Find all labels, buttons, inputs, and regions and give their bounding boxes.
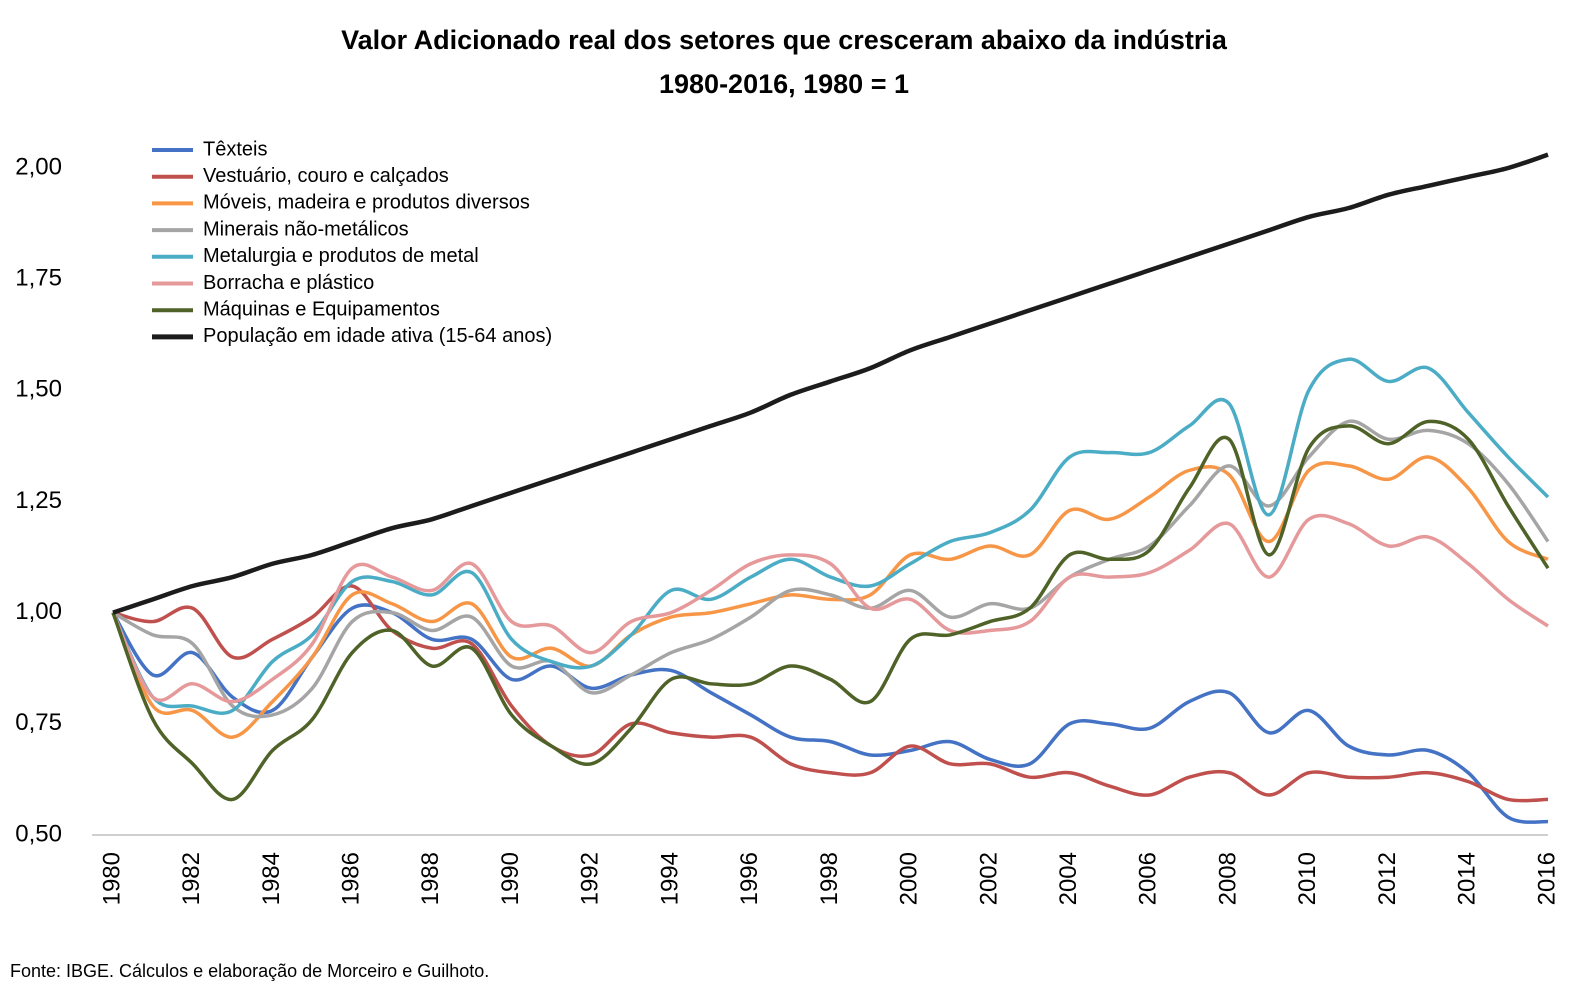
legend-label: Móveis, madeira e produtos diversos: [203, 192, 530, 214]
chart-subtitle: 1980-2016, 1980 = 1: [659, 69, 909, 99]
x-tick-label: 2002: [975, 852, 1002, 905]
y-tick-label: 1,00: [15, 598, 62, 625]
legend-label: Metalurgia e produtos de metal: [203, 245, 479, 267]
x-tick-label: 2012: [1374, 852, 1401, 905]
x-tick-label: 2000: [896, 852, 923, 905]
x-tick-label: 2006: [1135, 852, 1162, 905]
series-line: [111, 357, 1550, 715]
x-tick-label: 1992: [577, 852, 604, 905]
legend-label: População em idade ativa (15-64 anos): [203, 325, 552, 347]
legend-label: Borracha e plástico: [203, 272, 374, 294]
x-tick-label: 2010: [1294, 852, 1321, 905]
legend-label: Vestuário, couro e calçados: [203, 165, 449, 187]
y-tick-label: 0,50: [15, 820, 62, 847]
x-tick-label: 1986: [338, 852, 365, 905]
y-tick-label: 1,50: [15, 376, 62, 403]
x-tick-label: 1990: [497, 852, 524, 905]
y-tick-label: 2,00: [15, 153, 62, 180]
x-tick-label: 2016: [1533, 852, 1560, 905]
x-tick-label: 1982: [178, 852, 205, 905]
legend-label: Minerais não-metálicos: [203, 218, 409, 240]
y-tick-label: 1,25: [15, 487, 62, 514]
series-line: [112, 152, 1549, 615]
series-line: [111, 455, 1549, 739]
series-line: [112, 584, 1549, 803]
x-tick-label: 1988: [417, 852, 444, 905]
y-tick-label: 0,75: [15, 709, 62, 736]
x-tick-label: 1984: [258, 852, 285, 905]
x-tick-label: 2014: [1454, 852, 1481, 905]
x-tick-label: 1996: [736, 852, 763, 905]
y-tick-label: 1,75: [15, 265, 62, 292]
legend-label: Máquinas e Equipamentos: [203, 298, 440, 320]
series-line: [111, 603, 1549, 824]
x-tick-label: 2004: [1055, 852, 1082, 905]
x-tick-label: 2008: [1214, 852, 1241, 905]
legend-label: Têxteis: [203, 138, 267, 160]
x-tick-label: 1994: [656, 852, 683, 905]
chart-title: Valor Adicionado real dos setores que cr…: [341, 25, 1228, 55]
x-tick-label: 1998: [816, 852, 843, 905]
series-line: [111, 419, 1550, 802]
x-tick-label: 1980: [98, 852, 125, 905]
source-note: Fonte: IBGE. Cálculos e elaboração de Mo…: [10, 961, 489, 981]
series-line: [112, 419, 1550, 719]
series-line: [111, 513, 1549, 704]
